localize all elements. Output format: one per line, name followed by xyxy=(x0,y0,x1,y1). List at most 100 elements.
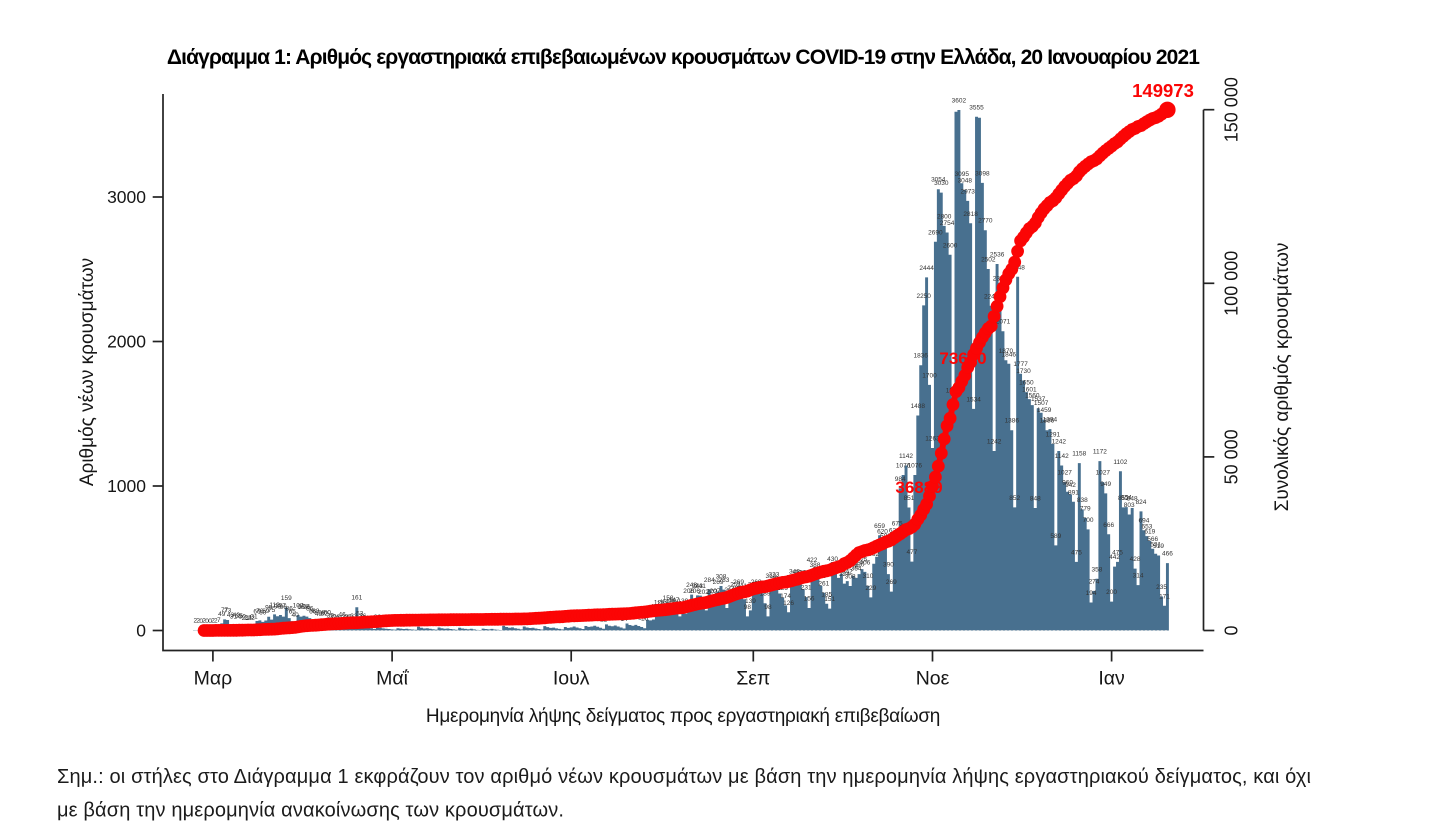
svg-text:1263: 1263 xyxy=(925,436,940,443)
svg-text:3054: 3054 xyxy=(931,177,946,184)
svg-text:589: 589 xyxy=(1050,533,1061,540)
svg-text:3555: 3555 xyxy=(969,104,984,111)
svg-text:159: 159 xyxy=(281,595,292,602)
svg-text:1242: 1242 xyxy=(987,439,1002,446)
svg-text:388: 388 xyxy=(810,562,821,569)
svg-text:3030: 3030 xyxy=(934,180,949,187)
svg-text:Σημ.: οι στήλες στο Διάγραμμα: Σημ.: οι στήλες στο Διάγραμμα 1 εκφράζου… xyxy=(57,766,1311,788)
svg-text:126: 126 xyxy=(783,600,794,607)
svg-text:147: 147 xyxy=(669,597,680,604)
svg-text:0: 0 xyxy=(1222,625,1242,635)
svg-text:960: 960 xyxy=(1062,479,1073,486)
svg-text:323: 323 xyxy=(768,571,779,578)
svg-text:49: 49 xyxy=(218,611,226,618)
svg-text:1537: 1537 xyxy=(1031,396,1046,403)
svg-text:206: 206 xyxy=(689,588,700,595)
svg-text:16: 16 xyxy=(641,616,649,623)
svg-text:425: 425 xyxy=(857,557,868,564)
svg-text:77: 77 xyxy=(221,607,229,614)
svg-text:35: 35 xyxy=(236,613,244,620)
svg-text:358: 358 xyxy=(1091,566,1102,573)
svg-text:531: 531 xyxy=(1150,541,1161,548)
svg-text:824: 824 xyxy=(1136,499,1147,506)
svg-text:442: 442 xyxy=(1109,554,1120,561)
svg-text:Αριθμός νέων κρουσμάτων: Αριθμός νέων κρουσμάτων xyxy=(77,258,98,486)
svg-text:1601: 1601 xyxy=(1022,387,1037,394)
svg-text:75: 75 xyxy=(268,607,276,614)
svg-text:619: 619 xyxy=(1144,529,1155,536)
svg-text:107: 107 xyxy=(293,603,304,610)
svg-text:852: 852 xyxy=(1009,495,1020,502)
svg-text:40: 40 xyxy=(233,612,241,619)
svg-text:107: 107 xyxy=(275,603,286,610)
svg-text:171: 171 xyxy=(1159,593,1170,600)
svg-text:390: 390 xyxy=(883,562,894,569)
svg-text:194: 194 xyxy=(1086,590,1097,597)
svg-text:174: 174 xyxy=(780,593,791,600)
svg-text:466: 466 xyxy=(1162,551,1173,558)
svg-text:2000: 2000 xyxy=(107,332,146,352)
svg-text:150 000: 150 000 xyxy=(1222,77,1242,142)
svg-text:2: 2 xyxy=(196,618,200,625)
svg-text:3098: 3098 xyxy=(975,170,990,177)
svg-text:653: 653 xyxy=(1141,524,1152,531)
svg-text:851: 851 xyxy=(904,495,915,502)
svg-text:1076: 1076 xyxy=(908,463,923,470)
svg-text:308: 308 xyxy=(716,574,727,581)
svg-text:99: 99 xyxy=(274,604,282,611)
svg-text:342: 342 xyxy=(842,569,853,576)
svg-text:207: 207 xyxy=(710,588,721,595)
svg-text:203: 203 xyxy=(707,589,718,596)
svg-text:1650: 1650 xyxy=(1019,380,1034,387)
svg-text:342: 342 xyxy=(789,569,800,576)
svg-text:2770: 2770 xyxy=(978,218,993,225)
svg-text:0: 0 xyxy=(205,618,209,625)
svg-text:1459: 1459 xyxy=(1037,407,1052,414)
svg-text:3095: 3095 xyxy=(955,171,970,178)
svg-text:3602: 3602 xyxy=(952,98,967,105)
svg-text:0: 0 xyxy=(136,621,146,641)
svg-text:86: 86 xyxy=(286,606,294,613)
svg-text:283: 283 xyxy=(718,577,729,584)
svg-text:66: 66 xyxy=(309,609,317,616)
svg-text:1534: 1534 xyxy=(966,396,981,403)
svg-text:2071: 2071 xyxy=(996,319,1011,326)
svg-text:949: 949 xyxy=(1100,481,1111,488)
svg-text:43: 43 xyxy=(227,612,235,619)
svg-text:666: 666 xyxy=(1103,522,1114,529)
svg-text:2536: 2536 xyxy=(990,252,1005,259)
svg-text:Ημερομηνία λήψης δείγματος προ: Ημερομηνία λήψης δείγματος προς εργαστηρ… xyxy=(426,706,940,727)
svg-text:848: 848 xyxy=(1030,496,1041,503)
svg-text:1846: 1846 xyxy=(1002,351,1017,358)
svg-text:891: 891 xyxy=(1068,489,1079,496)
svg-text:1488: 1488 xyxy=(911,403,926,410)
svg-text:313: 313 xyxy=(765,573,776,580)
svg-text:1291: 1291 xyxy=(1046,432,1061,439)
svg-text:96: 96 xyxy=(280,604,288,611)
svg-text:21: 21 xyxy=(242,615,250,622)
svg-text:2600: 2600 xyxy=(943,242,958,249)
svg-text:46: 46 xyxy=(338,611,346,618)
svg-text:206: 206 xyxy=(683,588,694,595)
svg-text:1560: 1560 xyxy=(1025,393,1040,400)
svg-text:131: 131 xyxy=(660,599,671,606)
svg-text:694: 694 xyxy=(1138,518,1149,525)
svg-text:200: 200 xyxy=(1106,589,1117,596)
svg-text:2690: 2690 xyxy=(928,229,943,236)
svg-text:477: 477 xyxy=(906,549,917,556)
svg-text:40: 40 xyxy=(291,612,299,619)
svg-text:248: 248 xyxy=(686,582,697,589)
svg-text:128: 128 xyxy=(654,600,665,607)
svg-text:2754: 2754 xyxy=(940,220,955,227)
svg-text:1158: 1158 xyxy=(1072,451,1086,458)
svg-text:2973: 2973 xyxy=(960,188,975,195)
svg-text:31: 31 xyxy=(230,614,238,621)
svg-text:406: 406 xyxy=(859,559,870,566)
svg-text:39: 39 xyxy=(327,612,335,619)
svg-text:68: 68 xyxy=(312,608,320,615)
svg-text:Μαΐ: Μαΐ xyxy=(376,668,410,690)
svg-text:1836: 1836 xyxy=(913,353,928,360)
svg-text:475: 475 xyxy=(1071,549,1082,556)
svg-text:Ιουλ: Ιουλ xyxy=(553,668,590,690)
svg-text:73: 73 xyxy=(224,608,232,615)
